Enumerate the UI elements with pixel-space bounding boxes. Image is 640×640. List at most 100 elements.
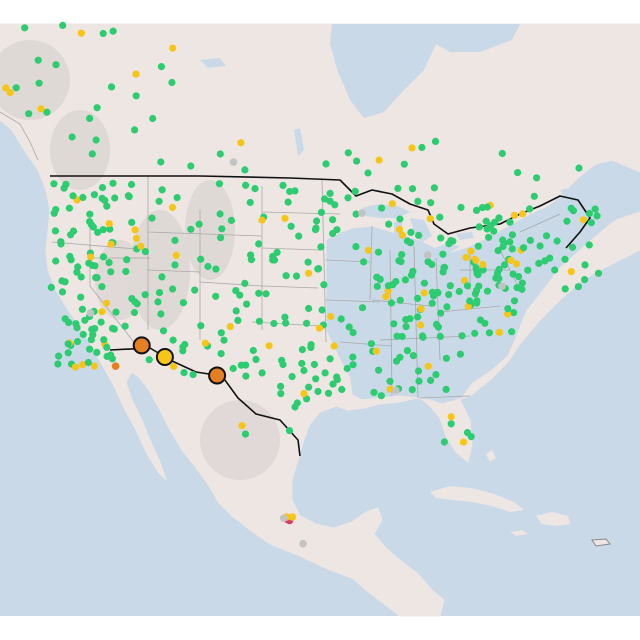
station-marker[interactable]: [273, 248, 281, 256]
station-marker[interactable]: [287, 222, 295, 230]
station-marker[interactable]: [324, 389, 333, 397]
station-marker[interactable]: [437, 234, 445, 242]
station-marker[interactable]: [34, 56, 42, 64]
station-marker[interactable]: [474, 242, 482, 250]
station-marker[interactable]: [103, 202, 111, 210]
station-marker[interactable]: [91, 262, 99, 270]
station-marker[interactable]: [93, 104, 101, 112]
station-marker[interactable]: [472, 256, 480, 264]
station-marker[interactable]: [471, 329, 479, 337]
station-marker[interactable]: [485, 233, 493, 241]
station-marker[interactable]: [375, 156, 383, 164]
station-marker[interactable]: [107, 268, 115, 276]
station-marker[interactable]: [343, 364, 351, 373]
station-marker[interactable]: [439, 250, 447, 258]
station-marker[interactable]: [507, 256, 515, 264]
station-marker[interactable]: [510, 297, 519, 305]
station-marker[interactable]: [364, 169, 372, 177]
station-marker[interactable]: [131, 226, 139, 234]
station-marker[interactable]: [292, 272, 301, 280]
station-marker[interactable]: [364, 246, 372, 254]
station-marker[interactable]: [171, 261, 179, 269]
station-marker[interactable]: [519, 210, 527, 218]
station-marker[interactable]: [220, 336, 228, 344]
station-marker[interactable]: [406, 239, 415, 247]
station-marker[interactable]: [132, 92, 140, 100]
station-marker[interactable]: [344, 194, 352, 202]
station-marker[interactable]: [107, 240, 115, 248]
station-marker[interactable]: [349, 329, 357, 337]
station-marker[interactable]: [400, 160, 408, 168]
station-marker[interactable]: [419, 333, 427, 341]
station-marker[interactable]: [535, 259, 543, 267]
station-marker[interactable]: [388, 200, 396, 208]
station-marker[interactable]: [403, 347, 411, 355]
station-marker[interactable]: [506, 218, 514, 226]
station-marker[interactable]: [546, 254, 554, 262]
station-marker[interactable]: [443, 303, 451, 311]
station-marker[interactable]: [169, 44, 177, 52]
station-marker[interactable]: [171, 236, 179, 244]
station-marker[interactable]: [514, 169, 522, 177]
station-marker[interactable]: [490, 227, 498, 235]
station-marker[interactable]: [216, 150, 224, 158]
station-marker[interactable]: [108, 324, 117, 332]
station-marker[interactable]: [317, 208, 325, 216]
station-marker[interactable]: [189, 371, 197, 379]
station-marker[interactable]: [90, 191, 98, 199]
station-marker[interactable]: [132, 234, 141, 242]
station-marker[interactable]: [414, 367, 423, 375]
station-marker[interactable]: [428, 299, 436, 307]
station-marker[interactable]: [107, 83, 116, 91]
station-marker[interactable]: [424, 362, 432, 370]
station-marker[interactable]: [77, 273, 85, 281]
station-marker[interactable]: [338, 385, 346, 394]
station-marker[interactable]: [329, 380, 337, 388]
station-marker[interactable]: [69, 192, 77, 200]
station-marker[interactable]: [352, 243, 360, 251]
station-marker[interactable]: [376, 275, 384, 283]
station-marker[interactable]: [409, 352, 417, 360]
station-marker[interactable]: [579, 216, 588, 224]
station-marker[interactable]: [398, 231, 406, 239]
station-marker[interactable]: [81, 316, 89, 324]
station-marker[interactable]: [392, 386, 400, 395]
station-marker[interactable]: [430, 292, 438, 300]
station-marker[interactable]: [237, 139, 245, 147]
station-marker[interactable]: [86, 309, 95, 317]
station-marker[interactable]: [561, 255, 569, 263]
station-marker[interactable]: [427, 199, 435, 207]
station-marker[interactable]: [382, 293, 390, 301]
station-marker[interactable]: [515, 273, 523, 281]
station-marker[interactable]: [344, 149, 352, 157]
station-marker[interactable]: [279, 514, 288, 522]
station-marker[interactable]: [52, 257, 60, 265]
station-marker[interactable]: [64, 340, 72, 348]
station-marker[interactable]: [216, 210, 224, 218]
station-marker[interactable]: [408, 144, 416, 152]
station-marker[interactable]: [148, 214, 156, 222]
station-marker[interactable]: [285, 427, 294, 435]
station-marker[interactable]: [242, 361, 250, 369]
station-marker[interactable]: [414, 294, 422, 302]
station-marker[interactable]: [54, 360, 62, 368]
station-marker[interactable]: [58, 288, 67, 296]
station-marker[interactable]: [446, 282, 454, 290]
station-marker[interactable]: [99, 253, 108, 261]
station-marker[interactable]: [458, 332, 466, 340]
station-marker[interactable]: [91, 325, 99, 333]
station-marker[interactable]: [418, 143, 426, 152]
station-marker[interactable]: [483, 203, 491, 211]
station-marker[interactable]: [305, 269, 313, 277]
station-marker[interactable]: [55, 352, 63, 360]
station-marker[interactable]: [591, 205, 599, 213]
station-marker[interactable]: [217, 350, 225, 358]
station-marker[interactable]: [423, 251, 432, 259]
station-marker[interactable]: [217, 234, 225, 242]
station-marker[interactable]: [97, 318, 105, 326]
station-marker[interactable]: [457, 203, 465, 211]
station-marker[interactable]: [262, 290, 270, 298]
station-marker[interactable]: [141, 291, 149, 299]
station-marker[interactable]: [159, 327, 168, 335]
station-marker[interactable]: [271, 256, 279, 264]
